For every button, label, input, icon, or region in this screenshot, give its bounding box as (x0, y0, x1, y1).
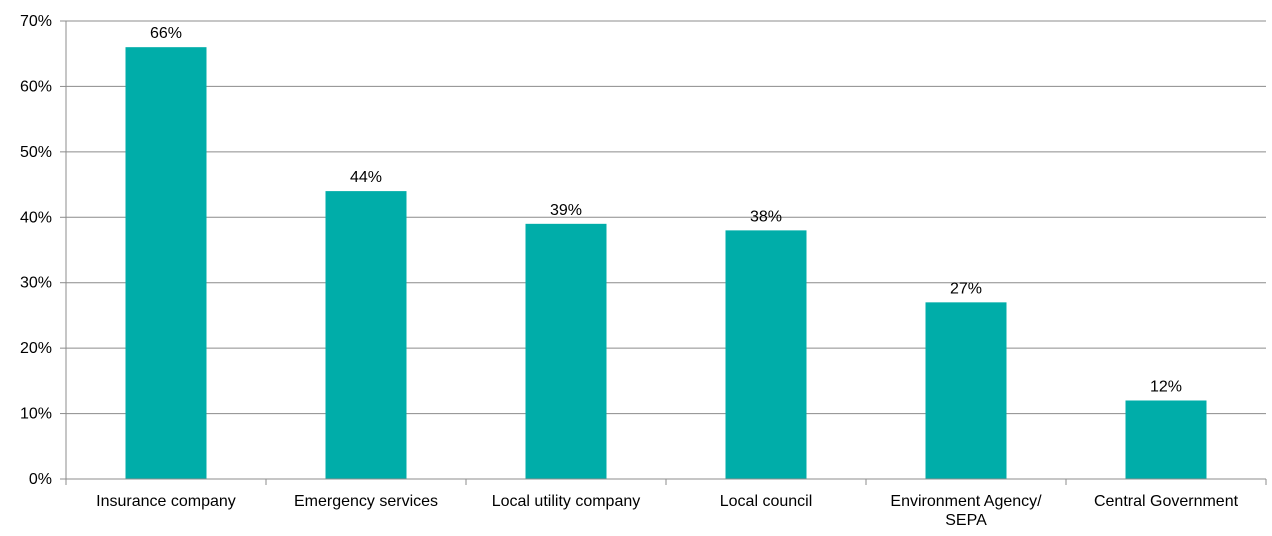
category-label: Insurance company (96, 493, 236, 510)
y-tick-label: 60% (20, 78, 52, 95)
bar (1125, 400, 1207, 479)
data-labels: 66% 44% 39% 38% 27% 12% (150, 25, 1182, 395)
category-label: Central Government (1094, 493, 1239, 510)
data-label: 39% (550, 202, 582, 219)
data-label: 66% (150, 25, 182, 42)
data-label: 27% (950, 280, 982, 297)
y-tick-label: 70% (20, 13, 52, 30)
y-tick-label: 50% (20, 144, 52, 161)
y-tick-label: 20% (20, 340, 52, 357)
bar (525, 223, 607, 479)
category-label: Local council (720, 493, 813, 510)
category-label: Environment Agency/ (890, 493, 1042, 510)
category-label: Emergency services (294, 493, 438, 510)
data-label: 12% (1150, 378, 1182, 395)
y-tick-label: 10% (20, 406, 52, 423)
category-label: Local utility company (492, 493, 641, 510)
bar (725, 230, 807, 479)
data-label: 44% (350, 169, 382, 186)
axes (60, 20, 1267, 485)
bar (325, 191, 407, 479)
y-tick-label: 0% (29, 471, 52, 488)
y-tick-label: 30% (20, 275, 52, 292)
y-axis-tick-labels: 0% 10% 20% 30% 40% 50% 60% 70% (20, 13, 52, 488)
x-axis-category-labels: Insurance company Emergency services Local… (96, 493, 1238, 529)
y-tick-label: 40% (20, 209, 52, 226)
bar (125, 47, 207, 480)
gridlines (66, 20, 1266, 415)
category-label: SEPA (945, 512, 987, 529)
bar (925, 302, 1007, 479)
data-label: 38% (750, 208, 782, 225)
bars (125, 47, 1207, 480)
